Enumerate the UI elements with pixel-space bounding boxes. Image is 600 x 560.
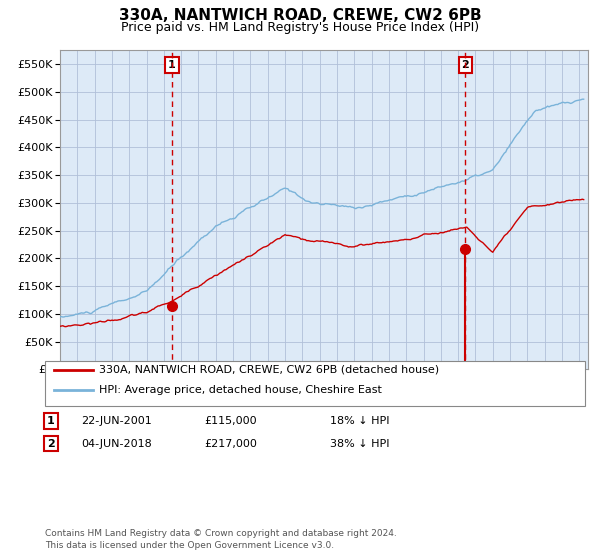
Text: 330A, NANTWICH ROAD, CREWE, CW2 6PB: 330A, NANTWICH ROAD, CREWE, CW2 6PB [119,8,481,24]
Text: Price paid vs. HM Land Registry's House Price Index (HPI): Price paid vs. HM Land Registry's House … [121,21,479,34]
Text: 2: 2 [47,438,55,449]
Text: 1: 1 [47,416,55,426]
Text: 2: 2 [461,60,469,70]
Text: 04-JUN-2018: 04-JUN-2018 [81,438,152,449]
Text: 18% ↓ HPI: 18% ↓ HPI [330,416,389,426]
Text: 1: 1 [168,60,176,70]
Text: HPI: Average price, detached house, Cheshire East: HPI: Average price, detached house, Ches… [99,385,382,395]
Text: £217,000: £217,000 [204,438,257,449]
Text: Contains HM Land Registry data © Crown copyright and database right 2024.
This d: Contains HM Land Registry data © Crown c… [45,529,397,550]
Text: 22-JUN-2001: 22-JUN-2001 [81,416,152,426]
Text: £115,000: £115,000 [204,416,257,426]
Text: 330A, NANTWICH ROAD, CREWE, CW2 6PB (detached house): 330A, NANTWICH ROAD, CREWE, CW2 6PB (det… [99,365,439,375]
Text: 38% ↓ HPI: 38% ↓ HPI [330,438,389,449]
